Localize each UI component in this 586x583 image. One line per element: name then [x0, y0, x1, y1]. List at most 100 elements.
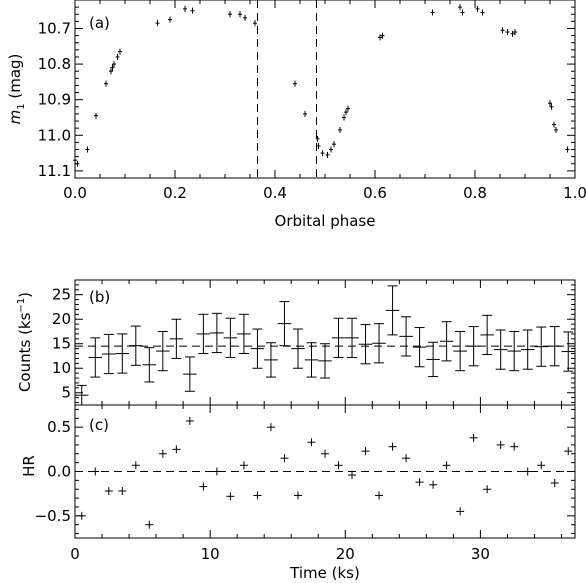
count-point: [88, 337, 103, 378]
hardness-ratio-point: [550, 479, 559, 488]
count-point: [277, 301, 292, 347]
magnitude-point: [342, 114, 346, 121]
count-point: [237, 313, 251, 355]
magnitude-point: [315, 135, 320, 142]
panel-a-light-curve: (a) 0.0 0.2 0.4 0.6 0.8 1.010.710.810.911.011…: [6, 0, 586, 230]
a-xtick-label: 0.8: [463, 184, 487, 202]
panel-b-ylabel-text: Counts (ks: [16, 312, 34, 392]
c-xtick-label: 30: [471, 545, 490, 563]
b-ytick-label: 5: [61, 384, 71, 402]
c-ytick-label: −0.5: [35, 507, 71, 525]
hardness-ratio-point: [510, 442, 519, 451]
count-point: [304, 342, 319, 378]
panel-c-ticks: −0.5 0.0 0.5 0 10 20 30: [35, 405, 575, 563]
c-xtick-label: 0: [70, 545, 80, 563]
panel-a-tag: (a): [89, 14, 110, 32]
b-ytick-label: 20: [52, 310, 71, 328]
panel-a-ticks: 0.0 0.2 0.4 0.6 0.8 1.0 10.7 10.8 10.9 11.0 11.1: [38, 0, 586, 202]
panel-b-points: [75, 285, 575, 406]
panel-a-frame: [74, 0, 576, 179]
b-ytick-label: 15: [52, 335, 71, 353]
a-xtick-label: 0.0: [63, 184, 87, 202]
panel-a-ylabel-symbol: m: [6, 110, 24, 125]
panel-a-points: [73, 4, 570, 167]
count-point: [507, 330, 521, 372]
magnitude-point: [346, 105, 350, 112]
magnitude-point: [303, 110, 307, 117]
hardness-ratio-point: [91, 467, 100, 476]
panel-a-ylabel-subscript: 1: [16, 103, 27, 109]
panel-a-ylabel-unit: (mag): [6, 54, 24, 104]
panel-b-ticks: 5 10 15 20 25: [52, 280, 575, 405]
hardness-ratio-point: [307, 438, 316, 447]
hardness-ratio-point: [118, 487, 127, 496]
hardness-ratio-point: [158, 449, 167, 458]
count-point: [372, 323, 386, 364]
count-point: [439, 321, 454, 362]
panel-c-xlabel: Time (ks): [289, 564, 360, 582]
b-ytick-label: 25: [52, 286, 71, 304]
magnitude-point: [458, 4, 462, 11]
magnitude-point: [549, 103, 554, 110]
count-point: [142, 347, 157, 383]
count-point: [480, 314, 494, 356]
magnitude-point: [94, 112, 98, 119]
count-point: [264, 342, 278, 378]
magnitude-point: [228, 11, 232, 18]
panel-c-tag: (c): [89, 416, 109, 434]
hardness-ratio-point: [456, 507, 465, 516]
hardness-ratio-point: [375, 491, 384, 500]
magnitude-point: [548, 100, 552, 107]
a-xtick-label: 0.4: [263, 184, 287, 202]
magnitude-point: [378, 34, 382, 41]
hardness-ratio-point: [523, 467, 532, 476]
magnitude-point: [430, 9, 435, 16]
a-xtick-label: 1.0: [563, 184, 586, 202]
panel-b-ylabel-superscript: −1: [16, 298, 27, 313]
hardness-ratio-point: [280, 454, 289, 463]
magnitude-point: [85, 146, 90, 153]
hardness-ratio-point: [496, 440, 505, 449]
magnitude-point: [73, 157, 77, 164]
count-point: [385, 285, 400, 336]
count-point: [399, 316, 413, 357]
count-point: [426, 341, 440, 378]
count-point: [210, 312, 224, 354]
panel-b-ylabel-close: ): [16, 292, 34, 298]
magnitude-point: [505, 29, 510, 36]
count-point: [358, 324, 373, 365]
magnitude-point: [510, 30, 515, 37]
c-ytick-label: 0.0: [47, 463, 71, 481]
count-point: [493, 329, 508, 370]
hardness-ratio-point: [199, 482, 208, 491]
count-point: [115, 333, 130, 374]
panel-c-ylabel: HR: [20, 455, 38, 477]
magnitude-point: [110, 64, 115, 71]
count-point: [102, 333, 116, 375]
panel-b-frame: [74, 279, 576, 406]
magnitude-point: [155, 20, 160, 27]
c-xtick-label: 20: [336, 545, 355, 563]
hardness-ratio-point: [483, 485, 492, 494]
magnitude-point: [325, 151, 330, 158]
magnitude-point: [253, 20, 257, 27]
count-point: [453, 330, 467, 372]
hardness-ratio-point: [185, 416, 194, 425]
magnitude-point: [190, 7, 195, 14]
hardness-ratio-point: [212, 467, 221, 476]
magnitude-point: [316, 142, 321, 149]
magnitude-point: [104, 80, 108, 87]
magnitude-point: [115, 53, 120, 60]
a-xtick-label: 0.6: [363, 184, 387, 202]
hardness-ratio-point: [239, 461, 248, 470]
magnitude-point: [565, 146, 570, 153]
panel-a-xlabel: Orbital phase: [275, 212, 376, 230]
magnitude-point: [238, 11, 242, 18]
magnitude-point: [460, 9, 465, 16]
magnitude-point: [500, 27, 505, 34]
magnitude-point: [338, 126, 342, 133]
hardness-ratio-point: [266, 423, 275, 432]
magnitude-point: [293, 80, 297, 87]
hardness-ratio-point: [415, 478, 424, 487]
hardness-ratio-point: [293, 491, 302, 500]
